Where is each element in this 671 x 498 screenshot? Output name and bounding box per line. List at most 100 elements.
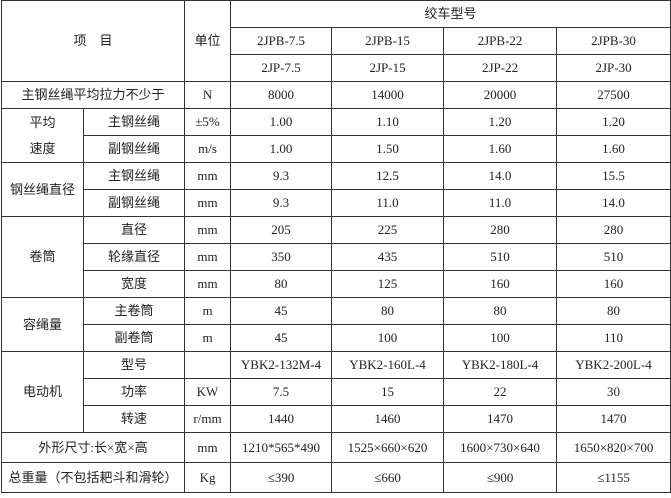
unit-header: 单位	[184, 0, 232, 82]
value-cell: 45	[230, 324, 333, 352]
table-row: 轮缘直径 mm 350 435 510 510	[2, 243, 671, 271]
unit-cell: mm	[184, 270, 232, 298]
item-label: 主钢丝绳平均拉力不少于	[0, 81, 186, 109]
item-label: 副钢丝绳	[82, 135, 186, 163]
value-cell: 7.5	[230, 378, 333, 406]
value-cell: 1460	[331, 405, 445, 433]
value-cell: 15.5	[556, 162, 671, 190]
item-label: 副卷筒	[82, 324, 186, 352]
table-row: 转速 r/mm 1440 1460 1470 1470	[2, 405, 671, 433]
group-label: 电动机	[1, 351, 84, 433]
unit-cell: m	[184, 324, 232, 352]
item-label: 宽度	[82, 270, 186, 298]
item-label: 主卷筒	[82, 297, 186, 325]
unit-cell: m	[184, 297, 232, 325]
value-cell: 22	[443, 378, 558, 406]
value-cell: 30	[556, 378, 671, 406]
header-row-jpb: 2JPB-7.5 2JPB-15 2JPB-22 2JPB-30	[2, 27, 671, 55]
value-cell: 1.00	[230, 108, 333, 136]
unit-cell: mm	[184, 189, 232, 217]
value-cell: 435	[331, 243, 445, 271]
unit-cell: mm	[184, 243, 232, 271]
value-cell: 11.0	[331, 189, 445, 217]
table-row: 副卷筒 m 45 100 100 110	[2, 324, 671, 352]
value-cell: 80	[230, 270, 333, 298]
value-cell: ≤900	[443, 462, 558, 493]
value-cell: 80	[443, 297, 558, 325]
value-cell: 27500	[556, 81, 671, 109]
value-cell: 1440	[230, 405, 333, 433]
model-jp: 2JP-22	[443, 54, 558, 82]
table-row: 总重量（不包括耙斗和滑轮） Kg ≤390 ≤660 ≤900 ≤1155	[0, 462, 671, 493]
item-label: 外形尺寸:长×宽×高	[0, 432, 186, 463]
value-cell: 20000	[443, 81, 558, 109]
model-jpb: 2JPB-15	[331, 27, 445, 55]
unit-cell: mm	[184, 216, 232, 244]
value-cell: 8000	[230, 81, 333, 109]
item-label: 主钢丝绳	[82, 108, 186, 136]
value-cell: 1525×660×620	[331, 432, 445, 463]
unit-cell	[184, 351, 232, 379]
value-cell: 1650×820×700	[556, 432, 671, 463]
item-label: 型号	[82, 351, 186, 379]
unit-cell: m/s	[184, 135, 232, 163]
value-cell: 80	[556, 297, 671, 325]
table-row: 电动机 型号 YBK2-132M-4 YBK2-160L-4 YBK2-180L-4 YB…	[1, 351, 671, 433]
model-jpb: 2JPB-22	[443, 27, 558, 55]
value-cell: 14.0	[556, 189, 671, 217]
model-jpb: 2JPB-30	[556, 27, 671, 55]
group-label: 卷筒	[1, 216, 84, 298]
value-cell: YBK2-180L-4	[443, 351, 558, 379]
value-cell: 160	[556, 270, 671, 298]
value-cell: 110	[556, 324, 671, 352]
table-row: 外形尺寸:长×宽×高 mm 1210*565*490 1525×660×620 1600…	[0, 432, 671, 463]
unit-cell: Kg	[184, 462, 232, 493]
item-label: 直径	[82, 216, 186, 244]
value-cell: 1.60	[443, 135, 558, 163]
table-row: 副钢丝绳 mm 9.3 11.0 11.0 14.0	[2, 189, 671, 217]
model-jp: 2JP-30	[556, 54, 671, 82]
value-cell: 205	[230, 216, 333, 244]
unit-cell: mm	[184, 162, 232, 190]
item-header: 项 目	[0, 0, 186, 82]
value-cell: 11.0	[443, 189, 558, 217]
value-cell: 1470	[443, 405, 558, 433]
item-label: 总重量（不包括耙斗和滑轮）	[0, 462, 186, 493]
unit-cell: KW	[184, 378, 232, 406]
value-cell: 225	[331, 216, 445, 244]
value-cell: 510	[556, 243, 671, 271]
item-label: 副钢丝绳	[82, 189, 186, 217]
group-label: 容绳量	[1, 297, 84, 352]
model-jp: 2JP-15	[331, 54, 445, 82]
table-row: 平均 速度 主钢丝绳 ±5% 1.00 1.10 1.20 1.20	[1, 108, 671, 163]
value-cell: 12.5	[331, 162, 445, 190]
table-row: 宽度 mm 80 125 160 160	[2, 270, 671, 298]
table-row: 钢丝绳直径 主钢丝绳 mm 9.3 12.5 14.0 15.5	[1, 162, 671, 217]
value-cell: 80	[331, 297, 445, 325]
value-cell: 1.60	[556, 135, 671, 163]
item-label: 轮缘直径	[82, 243, 186, 271]
value-cell: 1.50	[331, 135, 445, 163]
unit-cell: r/mm	[184, 405, 232, 433]
value-cell: 160	[443, 270, 558, 298]
table-row: 容绳量 主卷筒 m 45 80 80 80	[1, 297, 671, 352]
unit-cell: ±5%	[184, 108, 232, 136]
value-cell: ≤1155	[556, 462, 671, 493]
value-cell: 100	[331, 324, 445, 352]
value-cell: 45	[230, 297, 333, 325]
model-group-header: 绞车型号	[230, 0, 671, 28]
value-cell: 9.3	[230, 162, 333, 190]
value-cell: 15	[331, 378, 445, 406]
value-cell: ≤660	[331, 462, 445, 493]
table-row: 主钢丝绳平均拉力不少于 N 8000 14000 20000 27500	[0, 81, 671, 109]
value-cell: 1.00	[230, 135, 333, 163]
value-cell: 1.20	[443, 108, 558, 136]
value-cell: 125	[331, 270, 445, 298]
header-row-jp: 2JP-7.5 2JP-15 2JP-22 2JP-30	[2, 54, 671, 82]
item-label: 主钢丝绳	[82, 162, 186, 190]
group-label: 平均 速度	[1, 108, 84, 163]
value-cell: YBK2-132M-4	[230, 351, 333, 379]
value-cell: 1470	[556, 405, 671, 433]
value-cell: 280	[443, 216, 558, 244]
